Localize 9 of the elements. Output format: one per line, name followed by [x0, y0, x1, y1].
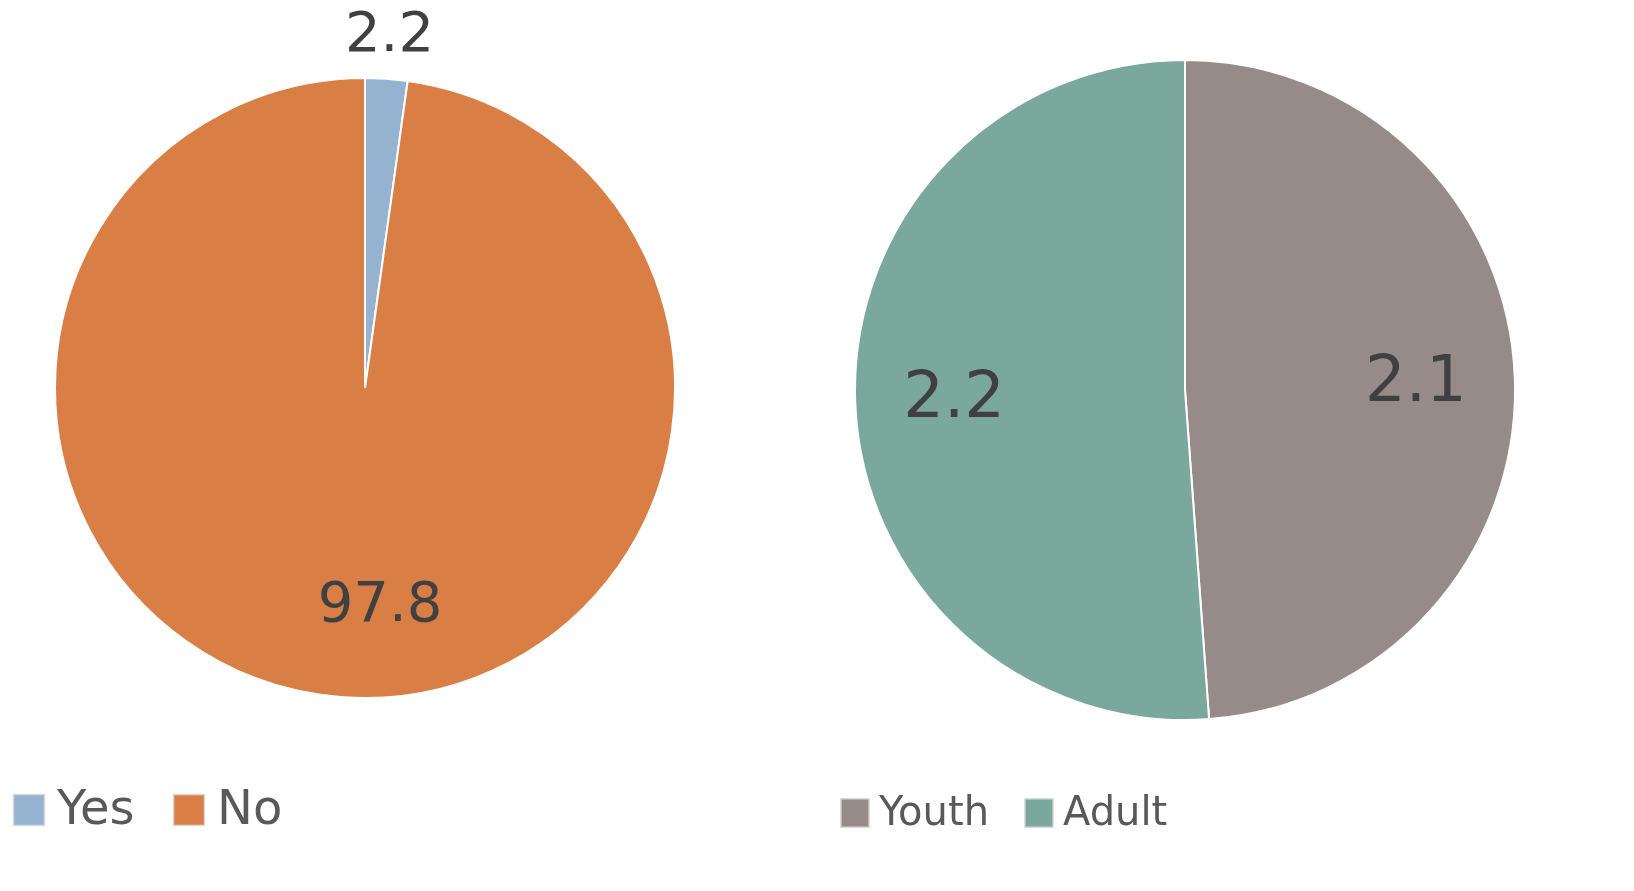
pie-slice [54, 77, 676, 699]
legend-label: Youth [878, 788, 989, 834]
legend-label: Adult [1063, 788, 1168, 834]
legend-label: Yes [56, 779, 135, 835]
data-label: 97.8 [317, 569, 443, 635]
data-label: 2.2 [344, 0, 435, 64]
data-label: 2.1 [1364, 341, 1467, 416]
data-label: 2.2 [903, 358, 1006, 433]
legend-label: No [217, 779, 283, 835]
